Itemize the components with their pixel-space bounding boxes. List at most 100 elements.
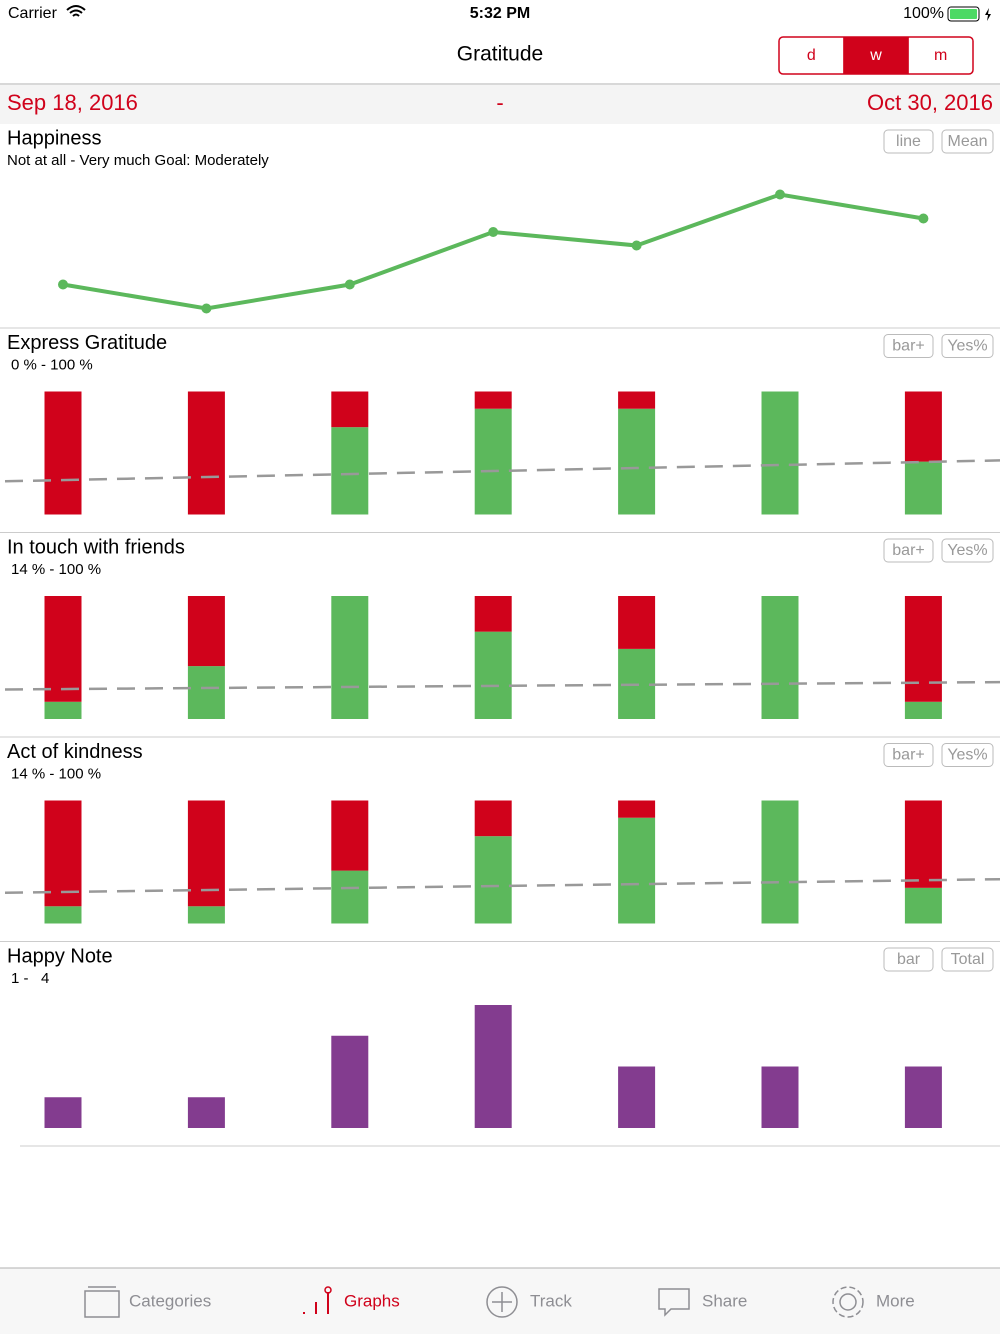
- button-label[interactable]: bar: [897, 951, 921, 968]
- chart-title: In touch with friends: [7, 536, 185, 558]
- button-frame[interactable]: [883, 334, 934, 358]
- button-frame[interactable]: [941, 947, 994, 972]
- wifi-icon: [66, 5, 86, 17]
- tab-label[interactable]: Share: [702, 1291, 747, 1310]
- track-icon: [486, 1286, 518, 1318]
- bar: [331, 1035, 369, 1128]
- bar-segment: [474, 596, 512, 632]
- bar-segment: [44, 701, 82, 719]
- button-label[interactable]: Mean: [947, 133, 987, 150]
- button-label[interactable]: bar+: [892, 747, 924, 764]
- chart-title: Act of kindness: [7, 741, 143, 763]
- bar-segment: [331, 391, 369, 428]
- bar-segment: [904, 391, 942, 462]
- chart-button[interactable]: Yes%: [941, 743, 994, 767]
- trend-line: [4, 459, 1000, 483]
- bar-segment: [618, 391, 656, 409]
- segment-label[interactable]: w: [869, 47, 882, 64]
- bar-segment: [474, 408, 512, 515]
- battery-level: 100%: [903, 5, 944, 22]
- button-label[interactable]: line: [896, 133, 921, 150]
- line-point: [488, 227, 499, 237]
- button-label[interactable]: bar+: [892, 338, 924, 355]
- bar-segment: [44, 391, 82, 515]
- bar-segment: [618, 800, 656, 818]
- tab-label[interactable]: Categories: [129, 1291, 211, 1310]
- carrier: Carrier: [8, 5, 58, 22]
- button-label[interactable]: Yes%: [947, 747, 987, 764]
- more-icon: [839, 1293, 857, 1311]
- tab-label[interactable]: Graphs: [344, 1291, 400, 1310]
- bar-segment: [474, 391, 512, 409]
- graphs-icon-dot: [324, 1286, 332, 1294]
- segment-selected[interactable]: [843, 37, 909, 74]
- button-frame[interactable]: [883, 743, 934, 767]
- chart-button[interactable]: bar+: [883, 334, 934, 358]
- chart-title: Express Gratitude: [7, 332, 167, 354]
- line-point: [201, 303, 212, 314]
- line-point: [775, 189, 785, 200]
- button-frame[interactable]: [883, 538, 934, 563]
- bar-segment: [474, 836, 512, 924]
- charts: Happiness Not at all - Very much Goal: Mo…: [0, 127, 1000, 1147]
- bar-segment: [904, 800, 942, 888]
- bar: [44, 1097, 82, 1128]
- bar-segment: [44, 906, 82, 924]
- trend-line: [4, 680, 1000, 691]
- bar-segment: [331, 870, 369, 924]
- nav-title: Gratitude: [457, 43, 543, 66]
- bar-segment: [474, 631, 512, 719]
- button-label[interactable]: Yes%: [947, 542, 987, 559]
- chart-button[interactable]: Mean: [941, 129, 994, 154]
- bar: [474, 1005, 512, 1128]
- bar-segment: [761, 391, 799, 515]
- button-frame[interactable]: [941, 743, 994, 767]
- button-frame[interactable]: [941, 129, 994, 154]
- button-frame[interactable]: [883, 947, 934, 972]
- chart-button[interactable]: line: [883, 129, 934, 154]
- bar-segment: [904, 701, 942, 719]
- chart-button[interactable]: Yes%: [941, 334, 994, 358]
- button-label[interactable]: Total: [951, 951, 985, 968]
- button-frame[interactable]: [941, 538, 994, 563]
- start-date: Sep 18, 2016: [7, 90, 138, 115]
- track-icon-plus: [492, 1292, 512, 1312]
- button-frame[interactable]: [941, 334, 994, 358]
- chart-subtitle: 14 % - 100 %: [11, 765, 101, 782]
- segment-label[interactable]: d: [807, 47, 816, 64]
- chart-subtitle: 1 - 4: [11, 970, 49, 987]
- date-separator: -: [496, 90, 503, 115]
- button-label[interactable]: bar+: [892, 542, 924, 559]
- segment-label[interactable]: m: [934, 47, 947, 64]
- date-bar: [0, 85, 1000, 124]
- bar-segment: [331, 427, 369, 515]
- chart-button[interactable]: bar+: [883, 538, 934, 563]
- bar: [761, 1066, 799, 1128]
- line-point: [918, 213, 929, 224]
- chart-button[interactable]: Yes%: [941, 538, 994, 563]
- battery-icon: [947, 6, 980, 22]
- battery-fill: [950, 9, 977, 19]
- button-label[interactable]: Yes%: [947, 338, 987, 355]
- bar-segment: [44, 596, 82, 702]
- end-date: Oct 30, 2016: [867, 90, 993, 115]
- button-frame[interactable]: [883, 129, 934, 154]
- tab-label[interactable]: Track: [530, 1291, 572, 1310]
- chart-button[interactable]: Total: [941, 947, 994, 972]
- categories-icon: [84, 1290, 120, 1318]
- charging-icon: [985, 8, 991, 21]
- chart-title: Happiness: [7, 127, 102, 149]
- line-point: [58, 279, 68, 290]
- chart-button[interactable]: bar+: [883, 743, 934, 767]
- bar-segment: [618, 817, 656, 924]
- line-point: [344, 279, 355, 290]
- more-icon-gear: [832, 1286, 864, 1318]
- share-icon: [658, 1288, 690, 1317]
- tab-label[interactable]: More: [876, 1291, 915, 1310]
- bar: [187, 1097, 225, 1128]
- tabs: Categories Graphs Track Share More: [129, 1291, 915, 1310]
- chart-button[interactable]: bar: [883, 947, 934, 972]
- chart-subtitle: 14 % - 100 %: [11, 561, 101, 578]
